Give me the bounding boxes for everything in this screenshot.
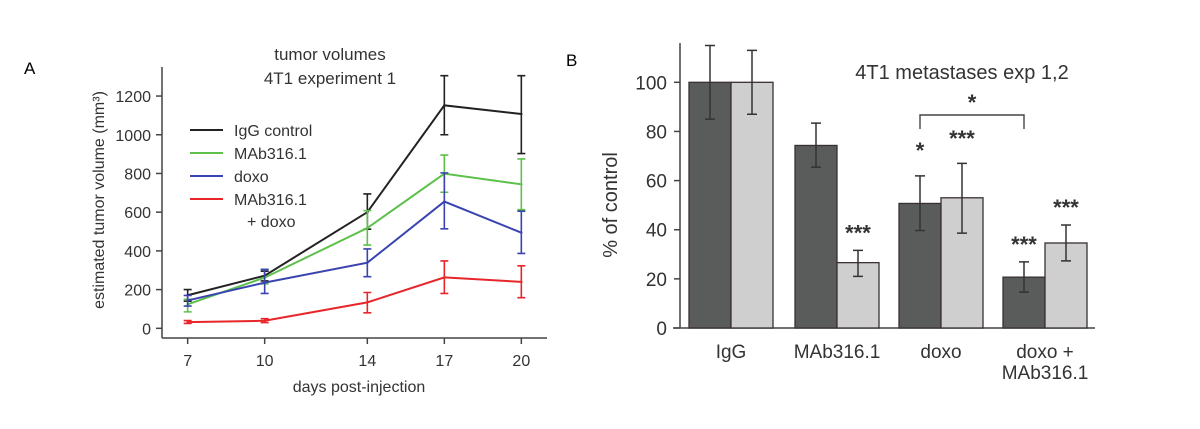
chart-a-data-point [366,261,369,264]
chart-b-error-bar [957,162,967,234]
chart-a-x-tick-label: 10 [256,353,274,370]
chart-b-significance-marker: *** [949,126,975,151]
panel-label-b: B [566,51,577,70]
chart-a-series-line [187,200,522,302]
chart-b-category-label: IgG [716,342,747,363]
chart-b-y-tick-label: 0 [656,319,667,340]
chart-a-data-point [366,301,369,304]
chart-a-x-tick-label: 20 [512,353,530,370]
chart-a-tumor-volumes: tumor volumes 4T1 experiment 1 days post… [91,45,547,396]
chart-a-data-point [520,112,523,116]
chart-a-y-tick-label: 0 [142,321,151,338]
chart-a-x-tick-label: 17 [435,353,453,370]
chart-a-data-point [443,200,446,203]
chart-a-data-point [520,183,523,186]
chart-a-data-point [443,276,446,279]
chart-a-x-tick-label: 14 [358,353,376,370]
chart-b-bar [794,144,838,329]
chart-b-y-axis-label: % of control [600,152,622,258]
chart-a-data-point [520,280,523,284]
chart-a-series-line [187,276,522,324]
chart-a-legend-label: IgG control [234,123,312,140]
chart-b-error-bar [915,175,925,232]
chart-b-metastases: 4T1 metastases exp 1,2 % of control 0 20 4… [600,43,1095,384]
panel-label-a: A [24,59,36,78]
chart-b-significance-marker: * [916,138,925,163]
chart-b-error-bar [853,249,863,278]
chart-b-category-label: doxo + [1016,342,1074,363]
chart-a-data-point [186,320,189,324]
chart-a-data-point [263,319,266,322]
chart-b-y-tick-label: 20 [646,270,667,291]
chart-a-data-point [443,104,446,107]
chart-a-title-line2: 4T1 experiment 1 [264,69,396,88]
chart-b-y-tick-label: 40 [646,221,667,242]
chart-b-category-label: MAb316.1 [794,342,881,363]
chart-b-error-bar [1061,224,1071,262]
chart-b-significance-marker: *** [845,220,871,245]
chart-a-legend-label: doxo [234,169,269,186]
chart-a-data-point [366,226,369,230]
chart-a-y-tick-label: 1000 [115,128,151,145]
chart-a-y-tick-label: 600 [124,205,151,222]
chart-b-category-label: doxo [920,342,961,363]
chart-b-error-bar [1019,261,1029,293]
chart-a-data-point [520,231,523,234]
chart-a-data-point [186,299,189,302]
chart-b-y-tick-label: 80 [646,122,667,143]
chart-b-bracket-significance: * [968,90,977,115]
chart-b-bar [730,81,774,329]
chart-b-y-tick-label: 60 [646,172,667,193]
chart-a-y-axis-label: estimated tumor volume (mm³) [91,91,108,309]
chart-a-y-tick-label: 1200 [115,89,151,106]
chart-b-significance-marker: *** [1011,232,1037,257]
chart-b-title: 4T1 metastases exp 1,2 [855,62,1068,84]
chart-b-bar [688,81,732,329]
chart-a-y-tick-label: 400 [124,244,151,261]
chart-a-title-line1: tumor volumes [274,45,385,64]
chart-a-x-axis-label: days post-injection [293,379,426,396]
chart-b-error-bar [705,44,715,120]
chart-b-error-bar [811,122,821,168]
chart-b-significance-marker: *** [1053,195,1079,220]
chart-a-legend-label: MAb316.1 [234,192,307,209]
chart-b-comparison-bracket [919,114,1025,129]
chart-a-legend-label: MAb316.1 [234,146,307,163]
chart-a-legend-label: + doxo [247,214,296,231]
chart-b-error-bar [747,49,757,115]
chart-a-y-tick-label: 800 [124,166,151,183]
chart-b-category-label: MAb316.1 [1002,363,1089,384]
chart-a-data-point [263,281,266,284]
chart-a-y-tick-label: 200 [124,283,151,300]
chart-b-y-tick-label: 100 [635,73,667,94]
chart-a-x-tick-label: 7 [183,353,192,370]
